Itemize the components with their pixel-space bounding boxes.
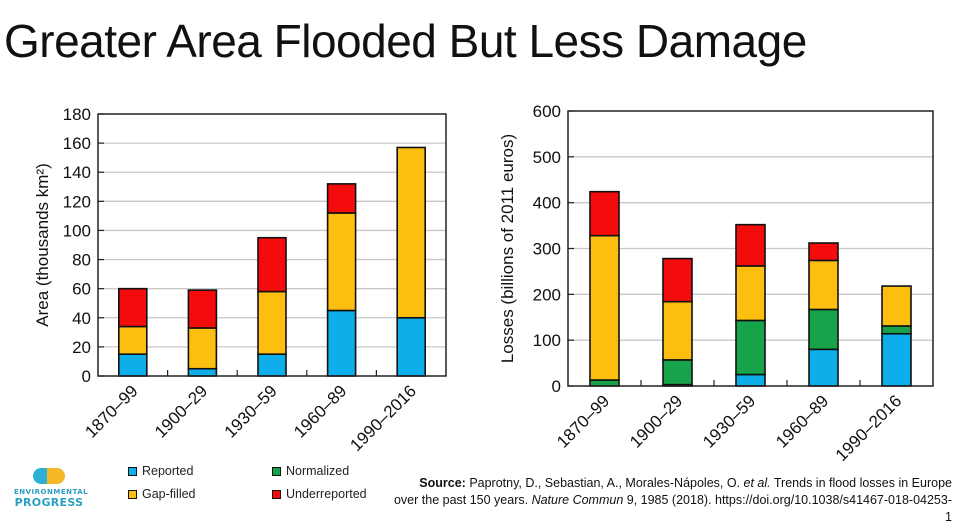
losses-ytick-label: 500 [533, 148, 561, 167]
source-label: Source: [419, 476, 466, 490]
area-ylabel: Area (thousands km²) [33, 163, 52, 326]
losses-ytick-label: 100 [533, 331, 561, 350]
losses-xtick-label: 1900–29 [626, 391, 686, 451]
area-ytick-label: 120 [63, 192, 91, 211]
losses-bar-normalized [808, 308, 839, 351]
area-plot-frame [97, 113, 447, 377]
legend-swatch-gapfilled [128, 489, 137, 499]
source-journal: Nature Commun [531, 493, 624, 507]
losses-xtick-label: 1990–2016 [832, 391, 906, 465]
area-bar-underreported [187, 289, 218, 329]
losses-bar-gapfilled [589, 234, 620, 381]
area-ytick-label: 180 [63, 105, 91, 124]
losses-bar-gapfilled [881, 285, 912, 327]
ep-logo-icon [33, 468, 65, 484]
losses-bar-gapfilled [662, 300, 693, 361]
losses-bar-reported [808, 348, 839, 387]
losses-bar-normalized [662, 359, 693, 386]
losses-xtick-label: 1930–59 [699, 391, 759, 451]
losses-xtick-label: 1960–89 [772, 391, 832, 451]
source-authors: Paprotny, D., Sebastian, A., Morales-Náp… [465, 476, 744, 490]
legend-label: Normalized [286, 464, 350, 478]
area-bar-gapfilled [326, 212, 357, 312]
area-bar-reported [396, 316, 427, 377]
losses-xtick-label: 1870–99 [553, 391, 613, 451]
losses-bar-underreported [735, 223, 766, 267]
area-bar-gapfilled [118, 325, 148, 355]
area-ytick-label: 0 [82, 367, 91, 386]
losses-bar-gapfilled [735, 265, 766, 322]
legend-item-underreported: Underreported [272, 487, 367, 501]
legend-swatch-underreported [272, 489, 281, 499]
page-title: Greater Area Flooded But Less Damage [4, 15, 807, 67]
legend-label: Underreported [286, 487, 367, 501]
losses-bar-underreported [662, 257, 693, 303]
legend-label: Gap-filled [142, 487, 196, 501]
area-ytick-label: 60 [72, 280, 91, 299]
source-citation: Source: Paprotny, D., Sebastian, A., Mor… [392, 475, 952, 526]
legend-swatch-reported [128, 466, 137, 476]
legend-label: Reported [142, 464, 194, 478]
area-ytick-label: 20 [72, 338, 91, 357]
legend-item-reported: Reported [128, 464, 193, 478]
logo-line2: PROGRESS [14, 496, 84, 509]
source-title: Trends in flood losses in Europe over th… [393, 476, 952, 507]
losses-bar-underreported [589, 190, 620, 237]
source-etal: et al. [743, 476, 771, 490]
losses-ytick-label: 600 [533, 102, 561, 121]
area-ytick-label: 80 [72, 251, 91, 270]
area-ytick-label: 100 [63, 221, 91, 240]
logo-line1: ENVIRONMENTAL [14, 488, 89, 496]
losses-ytick-label: 0 [552, 377, 561, 396]
area-bar-underreported [326, 183, 357, 214]
losses-bar-normalized [735, 319, 766, 376]
area-bar-gapfilled [257, 290, 287, 355]
losses-bar-gapfilled [808, 259, 839, 311]
losses-chart: 0 100 200 300 400 500 600 1870–99 1900–29 1930–59… [498, 102, 934, 465]
area-bar-underreported [118, 287, 148, 328]
area-bar-gapfilled [187, 327, 218, 370]
losses-ytick-label: 200 [533, 285, 561, 304]
legend-swatch-normalized [272, 466, 281, 476]
source-rest: 9, 1985 (2018). https://doi.org/10.1038/… [623, 493, 952, 524]
legend-item-gapfilled: Gap-filled [128, 487, 196, 501]
losses-bar-underreported [808, 242, 839, 262]
losses-ylabel: Losses (billions of 2011 euros) [498, 134, 517, 363]
losses-bar-normalized [881, 325, 912, 335]
environmental-progress-logo: ENVIRONMENTAL PROGRESS [14, 468, 89, 509]
area-bar-gapfilled [396, 146, 427, 319]
area-ytick-label: 160 [63, 134, 91, 153]
area-bar-underreported [257, 236, 287, 293]
losses-bar-reported [881, 332, 912, 387]
area-ytick-label: 40 [72, 309, 91, 328]
legend-item-normalized: Normalized [272, 464, 349, 478]
losses-ytick-label: 300 [533, 240, 561, 259]
losses-bar-normalized [589, 379, 620, 387]
losses-ytick-label: 400 [533, 194, 561, 213]
area-ytick-label: 140 [63, 163, 91, 182]
losses-bar-reported [735, 373, 766, 387]
losses-plot-frame [567, 110, 934, 387]
